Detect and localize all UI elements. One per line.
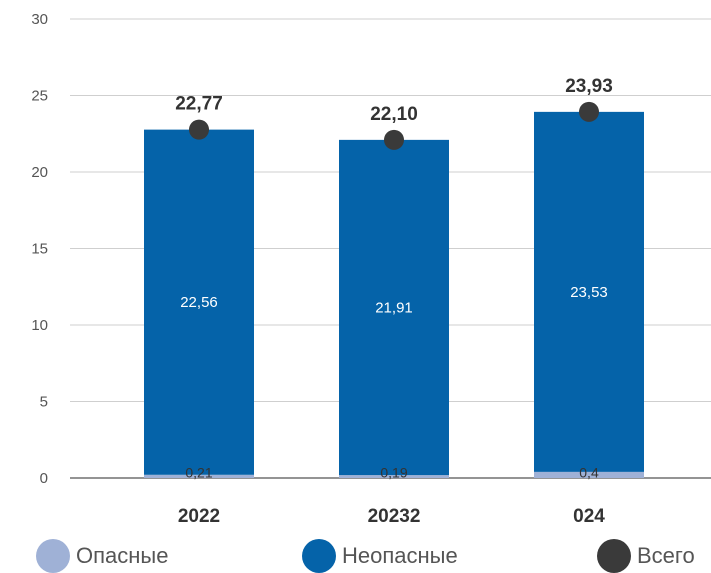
legend-label-hazardous: Опасные (76, 543, 169, 568)
y-tick-label-15: 15 (31, 241, 48, 258)
x-category-label-20232: 20232 (368, 506, 421, 527)
bar-group-20232: 21,91 0,19 22,10 (339, 104, 449, 481)
data-label-non-hazardous-20232: 21,91 (375, 299, 413, 316)
bar-hazardous-2022 (144, 474, 254, 478)
total-label-20232: 22,10 (370, 104, 418, 125)
total-marker-20232 (384, 129, 404, 150)
x-category-label-024: 024 (573, 506, 605, 527)
bar-group-024: 23,53 0,4 23,93 (534, 76, 644, 481)
y-axis-tick-labels: 0 5 10 15 20 25 30 (31, 11, 48, 487)
legend: Опасные Неопасные Всего (0, 539, 711, 573)
y-tick-label-25: 25 (31, 88, 48, 105)
total-label-2022: 22,77 (175, 94, 223, 115)
bars: 22,56 0,21 22,77 21,91 0,19 22,10 23,53 0,4 23,9… (144, 76, 644, 481)
legend-swatch-non-hazardous (302, 539, 336, 573)
data-label-hazardous-2022: 0,21 (185, 465, 212, 481)
legend-label-total: Всего (637, 543, 695, 568)
chart: 0 5 10 15 20 25 30 22,56 0,21 22,77 21,91 0,19 22,1… (31, 11, 711, 527)
y-tick-label-10: 10 (31, 317, 48, 334)
data-label-non-hazardous-2022: 22,56 (180, 294, 218, 311)
legend-swatch-total (597, 539, 631, 573)
data-label-hazardous-024: 0,4 (579, 465, 599, 481)
y-tick-label-30: 30 (31, 11, 48, 28)
legend-item-non-hazardous: Неопасные (302, 539, 458, 573)
legend-item-total: Всего (597, 539, 695, 573)
x-axis-category-labels: 2022 20232 024 (178, 506, 605, 527)
total-label-024: 23,93 (565, 76, 613, 97)
bar-hazardous-20232 (339, 475, 449, 478)
y-tick-label-5: 5 (40, 394, 48, 411)
data-label-hazardous-20232: 0,19 (380, 465, 407, 481)
bar-group-2022: 22,56 0,21 22,77 (144, 94, 254, 481)
bar-non-hazardous-20232 (339, 139, 449, 476)
bar-hazardous-024 (534, 471, 644, 478)
y-tick-label-0: 0 (40, 470, 48, 487)
y-tick-label-20: 20 (31, 164, 48, 181)
total-marker-2022 (189, 119, 209, 140)
legend-swatch-hazardous (36, 539, 70, 573)
bar-non-hazardous-024 (534, 111, 644, 472)
legend-label-non-hazardous: Неопасные (342, 543, 458, 568)
bar-non-hazardous-2022 (144, 129, 254, 475)
total-marker-024 (579, 101, 599, 122)
x-category-label-2022: 2022 (178, 506, 220, 527)
data-label-non-hazardous-024: 23,53 (570, 284, 608, 301)
legend-item-hazardous: Опасные (36, 539, 169, 573)
